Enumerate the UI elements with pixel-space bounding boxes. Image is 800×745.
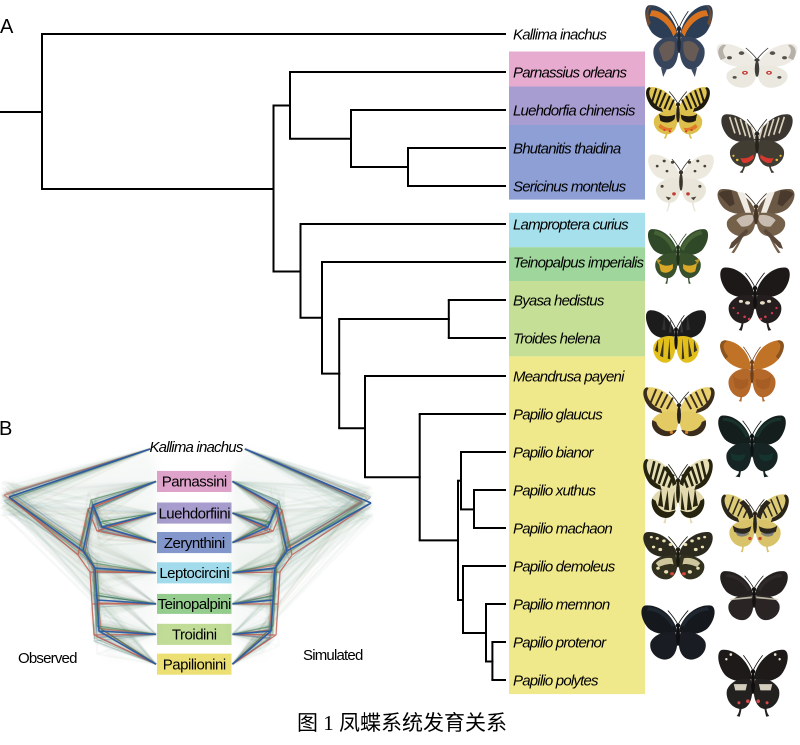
svg-text:Byasa hedistus: Byasa hedistus <box>513 293 605 310</box>
svg-text:Luehdorfiini: Luehdorfiini <box>158 505 230 522</box>
svg-text:Papilio protenor: Papilio protenor <box>513 635 607 652</box>
svg-text:Zerynthini: Zerynthini <box>164 535 225 552</box>
svg-text:Parnassius orleans: Parnassius orleans <box>513 65 627 82</box>
svg-text:Parnassini: Parnassini <box>162 474 227 491</box>
svg-text:Bhutanitis thaidina: Bhutanitis thaidina <box>513 141 621 158</box>
svg-text:Lamproptera curius: Lamproptera curius <box>513 217 629 234</box>
svg-text:Papilio demoleus: Papilio demoleus <box>513 559 616 576</box>
svg-text:Kallima inachus: Kallima inachus <box>149 439 243 456</box>
svg-text:Troides helena: Troides helena <box>513 331 600 348</box>
svg-text:B: B <box>0 418 12 440</box>
svg-text:图 1 凤蝶系统发育关系: 图 1 凤蝶系统发育关系 <box>297 711 507 735</box>
svg-text:Observed: Observed <box>18 650 77 667</box>
svg-text:Papilio polytes: Papilio polytes <box>513 673 599 690</box>
svg-text:Luehdorfia chinensis: Luehdorfia chinensis <box>513 103 636 120</box>
svg-text:A: A <box>0 16 14 38</box>
svg-text:Simulated: Simulated <box>303 647 363 664</box>
svg-text:Teinopalpini: Teinopalpini <box>158 596 231 613</box>
svg-text:Kallima inachus: Kallima inachus <box>513 27 607 44</box>
svg-text:Leptocircini: Leptocircini <box>159 565 229 582</box>
svg-text:Papilionini: Papilionini <box>163 656 226 673</box>
svg-text:Papilio machaon: Papilio machaon <box>513 521 612 538</box>
svg-text:Papilio glaucus: Papilio glaucus <box>513 407 603 424</box>
svg-text:Teinopalpus imperialis: Teinopalpus imperialis <box>513 255 645 272</box>
svg-text:Papilio bianor: Papilio bianor <box>513 445 594 462</box>
svg-text:Sericinus montelus: Sericinus montelus <box>513 179 627 196</box>
svg-text:Meandrusa payeni: Meandrusa payeni <box>513 369 625 386</box>
svg-text:Troidini: Troidini <box>172 627 217 644</box>
svg-text:Papilio memnon: Papilio memnon <box>513 597 610 614</box>
svg-text:Papilio xuthus: Papilio xuthus <box>513 483 596 500</box>
